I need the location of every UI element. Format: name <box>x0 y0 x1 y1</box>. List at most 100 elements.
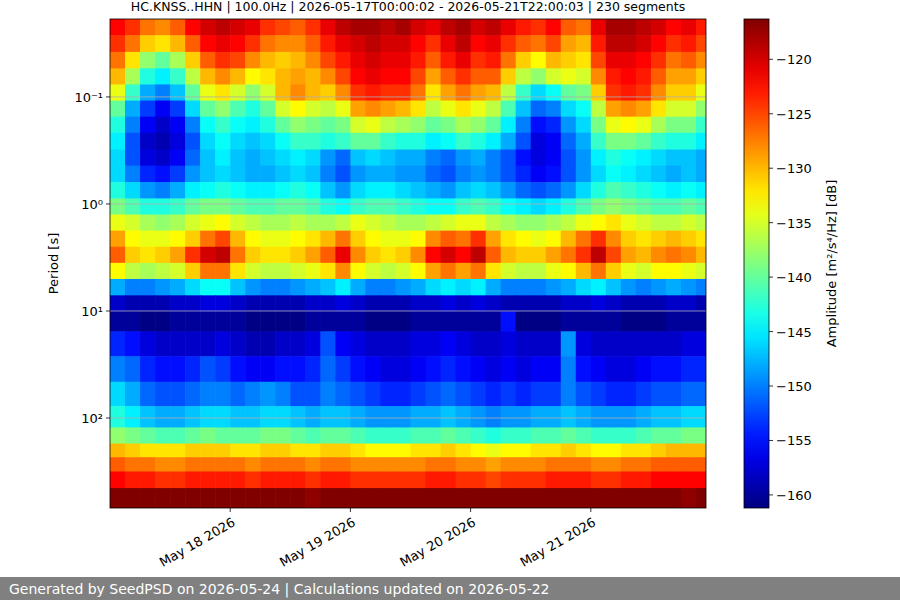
heat-cell <box>125 382 141 407</box>
heat-cell <box>260 133 276 150</box>
heat-cell <box>275 488 291 508</box>
heat-cell <box>350 247 366 264</box>
heat-cell <box>576 35 592 52</box>
heat-cell <box>576 198 592 215</box>
heat-cell <box>260 263 276 280</box>
heat-cell <box>696 279 706 296</box>
heat-cell <box>140 68 156 85</box>
heat-cell <box>365 19 381 36</box>
heat-cell <box>666 19 682 36</box>
heat-cell <box>350 84 366 101</box>
heat-cell <box>471 215 487 232</box>
heat-cell <box>546 19 562 36</box>
heat-cell <box>275 52 291 69</box>
heat-cell <box>275 247 291 264</box>
heat-cell <box>606 444 622 458</box>
heat-cell <box>245 311 261 331</box>
heat-cell <box>651 427 667 444</box>
x-tick <box>590 508 591 512</box>
heat-cell <box>591 150 607 167</box>
heat-cell <box>245 150 261 167</box>
heat-cell <box>621 231 637 248</box>
heat-cell <box>501 382 517 407</box>
heat-cell <box>681 166 697 183</box>
heat-cell <box>636 331 652 356</box>
heat-cell <box>456 444 472 458</box>
heat-cell <box>456 382 472 407</box>
heat-cell <box>260 406 276 428</box>
heat-cell <box>486 488 502 508</box>
heat-cell <box>350 406 366 428</box>
heat-cell <box>591 427 607 444</box>
heat-cell <box>621 382 637 407</box>
heat-cell <box>305 182 321 199</box>
heat-cell <box>350 166 366 183</box>
heat-cell <box>531 444 547 458</box>
heat-cell <box>140 215 156 232</box>
heat-cell <box>471 150 487 167</box>
heat-cell <box>290 472 306 489</box>
heat-cell <box>456 68 472 85</box>
heat-cell <box>215 457 231 472</box>
heat-cell <box>471 19 487 36</box>
heat-cell <box>260 182 276 199</box>
heat-cell <box>501 444 517 458</box>
heat-cell <box>696 182 706 199</box>
cells <box>110 19 706 508</box>
heat-cell <box>681 84 697 101</box>
heat-cell <box>380 35 396 52</box>
heat-cell <box>215 472 231 489</box>
heat-cell <box>606 35 622 52</box>
heat-cell <box>200 35 216 52</box>
heat-cell <box>275 406 291 428</box>
heat-cell <box>486 311 502 331</box>
heat-cell <box>350 133 366 150</box>
heat-cell <box>546 427 562 444</box>
heat-cell <box>666 231 682 248</box>
heat-cell <box>531 19 547 36</box>
heat-cell <box>531 84 547 101</box>
heat-cell <box>531 198 547 215</box>
heat-cell <box>275 198 291 215</box>
heat-cell <box>200 457 216 472</box>
heat-cell <box>621 472 637 489</box>
heat-cell <box>561 19 577 36</box>
heat-cell <box>125 52 141 69</box>
heat-cell <box>411 406 427 428</box>
heat-cell <box>681 231 697 248</box>
heat-cell <box>576 150 592 167</box>
heat-cell <box>411 331 427 356</box>
heat-cell <box>651 198 667 215</box>
heat-cell <box>651 166 667 183</box>
heat-cell <box>531 356 547 382</box>
heat-cell <box>636 472 652 489</box>
heat-cell <box>501 279 517 296</box>
heat-cell <box>621 182 637 199</box>
heat-cell <box>531 472 547 489</box>
heat-cell <box>275 427 291 444</box>
heat-cell <box>576 68 592 85</box>
heat-cell <box>666 279 682 296</box>
title: HC.KNSS..HHN | 100.0Hz | 2026-05-17T00:0… <box>131 0 685 14</box>
heat-cell <box>200 279 216 296</box>
heat-cell <box>561 488 577 508</box>
heat-cell <box>110 215 126 232</box>
heat-cell <box>275 68 291 85</box>
heat-cell <box>350 68 366 85</box>
heat-cell <box>170 295 186 312</box>
heat-cell <box>651 133 667 150</box>
heat-cell <box>200 488 216 508</box>
heat-cell <box>696 457 706 472</box>
heat-cell <box>245 198 261 215</box>
heat-cell <box>335 279 351 296</box>
heat-cell <box>546 263 562 280</box>
heat-cell <box>681 35 697 52</box>
heat-cell <box>350 295 366 312</box>
heat-cell <box>441 84 457 101</box>
heat-cell <box>140 19 156 36</box>
heat-cell <box>200 150 216 167</box>
heat-cell <box>501 295 517 312</box>
heat-cell <box>305 356 321 382</box>
heat-cell <box>516 295 532 312</box>
heat-cell <box>621 444 637 458</box>
